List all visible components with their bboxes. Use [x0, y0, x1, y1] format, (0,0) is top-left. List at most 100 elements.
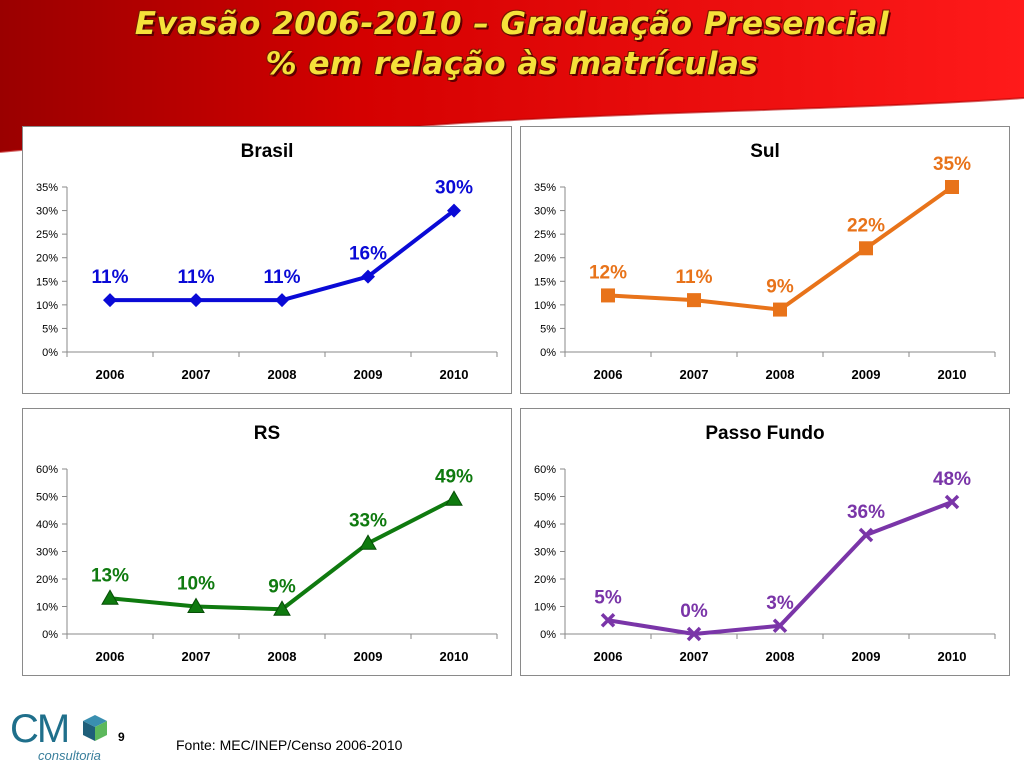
chart-title: Sul [750, 141, 780, 162]
data-label: 9% [766, 277, 794, 298]
data-label: 33% [349, 510, 387, 531]
data-point-marker [600, 613, 616, 628]
y-tick-label: 20% [534, 253, 556, 265]
data-point-marker [275, 293, 289, 308]
x-tick-label: 2006 [594, 367, 623, 382]
slide-title: Evasão 2006-2010 – Graduação Presencial … [0, 4, 1024, 84]
data-label: 12% [589, 262, 627, 283]
data-label: 30% [435, 178, 473, 199]
chart-title: RS [253, 423, 281, 444]
data-label: 5% [594, 587, 622, 608]
x-tick-label: 2007 [680, 649, 709, 664]
data-point-marker [859, 241, 873, 256]
logo-subtext: consultoria [38, 748, 101, 763]
chart-svg: 0% 10% 20% 30% 40% 50% 60% 2006 2007 2008 2009 2010… [36, 464, 498, 664]
data-point-marker [858, 527, 874, 543]
y-tick-label: 50% [36, 492, 58, 504]
chart-panel-sul: 0% 5% 10% 15% 20% 25% 30% 35% 2006 2007 2008 2009 20… [520, 126, 1010, 394]
y-tick-label: 40% [36, 519, 58, 531]
chart-panel-passo-fundo: 0% 10% 20% 30% 40% 50% 60% 2006 2007 2008 2009 2010… [520, 408, 1010, 676]
y-tick-label: 0% [42, 629, 58, 641]
x-tick-label: 2008 [268, 367, 297, 382]
y-tick-label: 25% [36, 229, 58, 241]
y-tick-label: 30% [534, 547, 556, 559]
chart-panel-rs: 0% 10% 20% 30% 40% 50% 60% 2006 2007 2008 2009 2010… [22, 408, 512, 676]
x-tick-label: 2007 [680, 367, 709, 382]
y-tick-label: 10% [534, 300, 556, 312]
x-tick-label: 2008 [268, 649, 297, 664]
x-tick-label: 2010 [938, 367, 967, 382]
data-point-marker [773, 302, 787, 317]
data-point-marker [772, 618, 788, 633]
y-tick-label: 50% [534, 492, 556, 504]
data-point-marker [101, 589, 119, 605]
x-tick-label: 2010 [440, 649, 469, 664]
y-tick-label: 0% [540, 629, 556, 641]
x-tick-label: 2010 [440, 367, 469, 382]
y-tick-label: 10% [36, 602, 58, 614]
data-label: 0% [680, 601, 708, 622]
data-label: 9% [268, 576, 296, 597]
data-point-marker [447, 203, 461, 218]
data-label: 22% [847, 215, 885, 236]
logo-text: CM [10, 707, 70, 751]
data-point-marker [273, 600, 291, 616]
x-tick-label: 2009 [852, 649, 881, 664]
y-tick-label: 10% [36, 300, 58, 312]
data-label: 35% [933, 154, 971, 175]
x-tick-label: 2007 [182, 649, 211, 664]
x-tick-label: 2006 [96, 367, 125, 382]
chart-title: Passo Fundo [705, 423, 825, 444]
data-point-marker [687, 293, 701, 308]
y-tick-label: 5% [540, 323, 556, 335]
data-label: 49% [435, 466, 473, 487]
y-tick-label: 30% [36, 547, 58, 559]
data-label: 11% [178, 267, 215, 288]
y-tick-label: 60% [534, 464, 556, 476]
data-label: 36% [847, 502, 885, 523]
y-tick-label: 20% [36, 253, 58, 265]
y-tick-label: 40% [534, 519, 556, 531]
data-point-marker [187, 597, 205, 613]
data-point-marker [361, 269, 375, 284]
y-tick-label: 25% [534, 229, 556, 241]
y-tick-label: 15% [36, 276, 58, 288]
y-tick-label: 35% [36, 182, 58, 194]
page-number: 9 [118, 730, 125, 744]
data-point-marker [945, 180, 959, 194]
data-label: 11% [92, 267, 129, 288]
y-tick-label: 10% [534, 602, 556, 614]
y-tick-label: 30% [36, 206, 58, 218]
data-label: 11% [264, 267, 301, 288]
y-tick-label: 5% [42, 323, 58, 335]
y-tick-label: 60% [36, 464, 58, 476]
data-label: 10% [177, 574, 215, 595]
data-label: 3% [766, 593, 794, 614]
x-tick-label: 2009 [852, 367, 881, 382]
data-point-marker [189, 293, 203, 308]
chart-title: Brasil [240, 141, 294, 162]
x-tick-label: 2009 [354, 367, 383, 382]
chart-svg: 0% 5% 10% 15% 20% 25% 30% 35% 2006 2007 2008 2009 20… [534, 154, 996, 382]
slide-title-line2: % em relação às matrículas [265, 46, 759, 82]
chart-panel-brasil: 0% 5% 10% 15% 20% 25% 30% 35% 2006 2007 2008 2009 20… [22, 126, 512, 394]
x-tick-label: 2010 [938, 649, 967, 664]
x-tick-label: 2008 [766, 367, 795, 382]
y-tick-label: 20% [36, 574, 58, 586]
data-label: 11% [676, 267, 713, 288]
data-point-marker [103, 293, 117, 308]
data-point-marker [601, 288, 615, 303]
data-point-marker [686, 626, 702, 642]
company-logo: CM consultoria [10, 708, 114, 766]
chart-svg: 0% 10% 20% 30% 40% 50% 60% 2006 2007 2008 2009 2010… [534, 464, 996, 664]
chart-svg: 0% 5% 10% 15% 20% 25% 30% 35% 2006 2007 2008 2009 20… [36, 178, 498, 382]
series-line [607, 500, 953, 636]
data-point-marker [944, 494, 960, 510]
x-tick-label: 2008 [766, 649, 795, 664]
x-tick-label: 2006 [96, 649, 125, 664]
y-tick-label: 0% [42, 347, 58, 359]
y-tick-label: 20% [534, 574, 556, 586]
data-label: 48% [933, 469, 971, 490]
data-point-marker [359, 534, 377, 550]
source-note: Fonte: MEC/INEP/Censo 2006-2010 [176, 737, 403, 753]
